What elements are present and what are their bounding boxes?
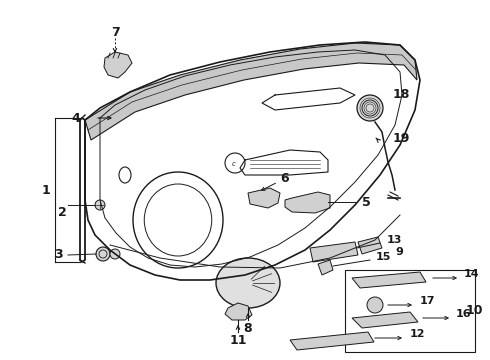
Ellipse shape bbox=[216, 258, 280, 308]
Text: 19: 19 bbox=[393, 131, 411, 144]
Text: 7: 7 bbox=[111, 26, 120, 39]
Text: 11: 11 bbox=[229, 333, 247, 346]
Circle shape bbox=[367, 297, 383, 313]
Polygon shape bbox=[290, 332, 374, 350]
Text: 1: 1 bbox=[42, 184, 50, 197]
Circle shape bbox=[95, 200, 105, 210]
Text: 13: 13 bbox=[387, 235, 402, 245]
Text: 14: 14 bbox=[464, 269, 480, 279]
Text: 6: 6 bbox=[281, 171, 289, 184]
Text: 15: 15 bbox=[376, 252, 392, 262]
Polygon shape bbox=[285, 192, 330, 213]
Text: 16: 16 bbox=[456, 309, 472, 319]
Polygon shape bbox=[352, 272, 426, 288]
Text: 8: 8 bbox=[244, 321, 252, 334]
Text: 5: 5 bbox=[362, 195, 371, 208]
Circle shape bbox=[357, 95, 383, 121]
Polygon shape bbox=[352, 312, 418, 328]
Polygon shape bbox=[85, 43, 417, 140]
Text: 9: 9 bbox=[395, 247, 403, 257]
Text: 3: 3 bbox=[54, 248, 62, 261]
Bar bbox=[345, 270, 475, 352]
Text: 18: 18 bbox=[393, 89, 411, 102]
Polygon shape bbox=[248, 188, 280, 208]
Polygon shape bbox=[358, 237, 382, 254]
Text: 4: 4 bbox=[71, 112, 80, 125]
Text: 2: 2 bbox=[58, 207, 66, 220]
Text: 10: 10 bbox=[466, 303, 483, 316]
Circle shape bbox=[110, 249, 120, 259]
Polygon shape bbox=[225, 303, 252, 320]
Text: 17: 17 bbox=[420, 296, 436, 306]
Polygon shape bbox=[310, 242, 358, 262]
Text: c: c bbox=[232, 161, 236, 167]
Circle shape bbox=[96, 247, 110, 261]
Polygon shape bbox=[318, 260, 333, 275]
Polygon shape bbox=[104, 52, 132, 78]
Text: 12: 12 bbox=[410, 329, 425, 339]
